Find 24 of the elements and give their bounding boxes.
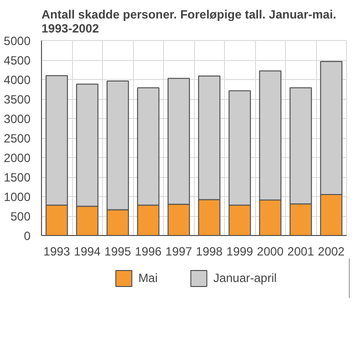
y-tick-label: 2000 [4, 151, 31, 165]
x-tick-label: 2001 [287, 244, 314, 258]
x-tick-label: 1997 [165, 244, 192, 258]
x-tick-label: 2002 [318, 244, 345, 258]
y-tick-label: 5000 [4, 34, 31, 48]
y-tick-label: 3500 [4, 92, 31, 106]
y-tick-label: 500 [10, 210, 31, 224]
x-tick-label: 1999 [226, 244, 254, 258]
y-tick-label: 1500 [4, 170, 31, 184]
legend-label: Mai [138, 271, 158, 285]
y-tick-label: 2500 [4, 132, 31, 146]
x-tick-label: 1996 [134, 244, 162, 258]
x-tick-label: 2000 [256, 244, 284, 258]
legend-label: Januar-april [213, 271, 277, 285]
y-tick-label: 1000 [4, 190, 31, 204]
x-tick-label: 1998 [196, 244, 223, 258]
x-tick-label: 1995 [104, 244, 132, 258]
y-tick-label: 3000 [4, 112, 31, 126]
x-tick-label: 1993 [43, 244, 70, 258]
y-tick-label: 4500 [4, 54, 31, 68]
y-tick-label: 4000 [4, 73, 31, 87]
x-tick-label: 1994 [74, 244, 101, 258]
y-tick-label: 0 [24, 229, 31, 243]
chart-title: Antall skadde personer. Foreløpige tall. Januar-mai. 1993-2002 [42, 8, 336, 36]
